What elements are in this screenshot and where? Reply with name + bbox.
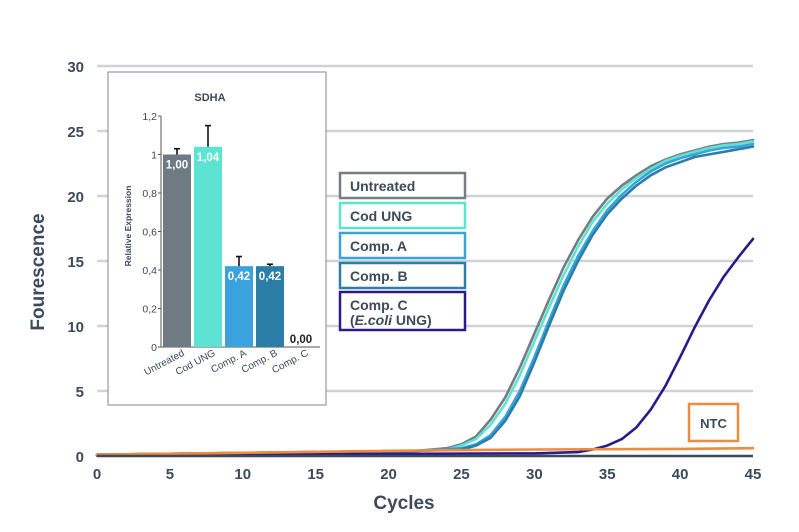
legend-swatch-box [338,290,467,332]
legend-swatch-box [338,201,467,230]
inset-bar [194,146,222,347]
inset-bar [225,266,253,347]
y-tick-label: 25 [67,124,84,141]
legend-item: Comp. A [338,231,467,260]
inset-value-label: 0,00 [290,334,312,346]
x-tick-label: 0 [93,466,101,483]
series-line-ntc [95,446,755,456]
legend: Untreated Cod UNG Comp. A Comp. B Comp. C(E.… [338,171,467,332]
y-axis-label: Fourescence [28,213,49,330]
x-axis-label: Cycles [373,493,434,514]
y-tick-label: 5 [76,384,84,401]
inset-value-label: 1,00 [166,160,188,172]
series-line-cod-ung [95,140,755,456]
x-tick-label: 45 [745,466,762,483]
y-tick-label: 30 [67,59,84,76]
y-tick-label: 10 [67,319,84,336]
legend-item: Comp. C(E.coli UNG) [338,290,467,332]
y-tick-label: 15 [67,254,84,271]
inset-bars: 1,00 1,04 0,42 0,42 0,00 [163,124,312,347]
legend-label: Cod UNG [350,208,412,224]
x-tick-label: 40 [672,466,689,483]
ntc-annotation: NTC [687,402,740,443]
x-tick-label: 30 [526,466,543,483]
x-tick-label: 10 [234,466,251,483]
x-tick-label: 25 [453,466,470,483]
inset-y-axis-label: Relative Expression [123,186,133,267]
legend-item: Comp. B [338,261,467,290]
x-tick-label: 35 [599,466,616,483]
inset-y-tick-label: 0 [151,342,157,354]
inset-value-label: 0,42 [228,271,250,283]
legend-swatch-box [338,231,467,260]
inset-value-label: 0,42 [259,271,281,283]
y-tick-label: 20 [67,189,84,206]
x-tick-label: 20 [380,466,397,483]
legend-swatch-box [338,261,467,290]
y-tick-label: 0 [76,449,84,466]
ntc-annotation-label: NTC [700,416,727,431]
legend-item: Untreated [338,171,467,200]
series-line-comp-c-e-coli-ung [95,237,755,457]
inset-value-label: 1,04 [197,152,220,164]
inset-y-tick-label: 0,8 [142,188,157,200]
legend-swatch-box [338,171,467,200]
legend-label-italic: E.coli [355,312,393,328]
inset-bar [256,266,284,347]
inset-bar [163,154,191,347]
inset-y-tick-label: 0,2 [142,304,157,316]
main-series [95,138,755,457]
legend-label: Untreated [350,178,415,194]
inset-y-tick-label: 0,4 [142,265,157,277]
ntc-annotation-box [687,402,740,443]
x-tick-label: 15 [307,466,324,483]
legend-item: Cod UNG [338,201,467,230]
inset-bar-chart: SDHA Relative Expression 00,20,40,60,811… [107,71,327,406]
legend-label: Comp. A [350,238,407,254]
legend-label-second-line: (E.coli UNG) [350,312,432,328]
inset-y-tick-label: 0,6 [142,227,157,239]
inset-title: SDHA [194,92,225,104]
inset-y-tick-label: 1,2 [142,111,157,123]
series-line-comp-b [95,145,755,456]
x-tick-label: 5 [166,466,174,483]
inset-y-tick-label: 1 [151,150,157,162]
legend-label: Comp. C [350,297,408,313]
legend-label: Comp. B [350,268,408,284]
legend-label-suffix: UNG) [392,312,432,328]
